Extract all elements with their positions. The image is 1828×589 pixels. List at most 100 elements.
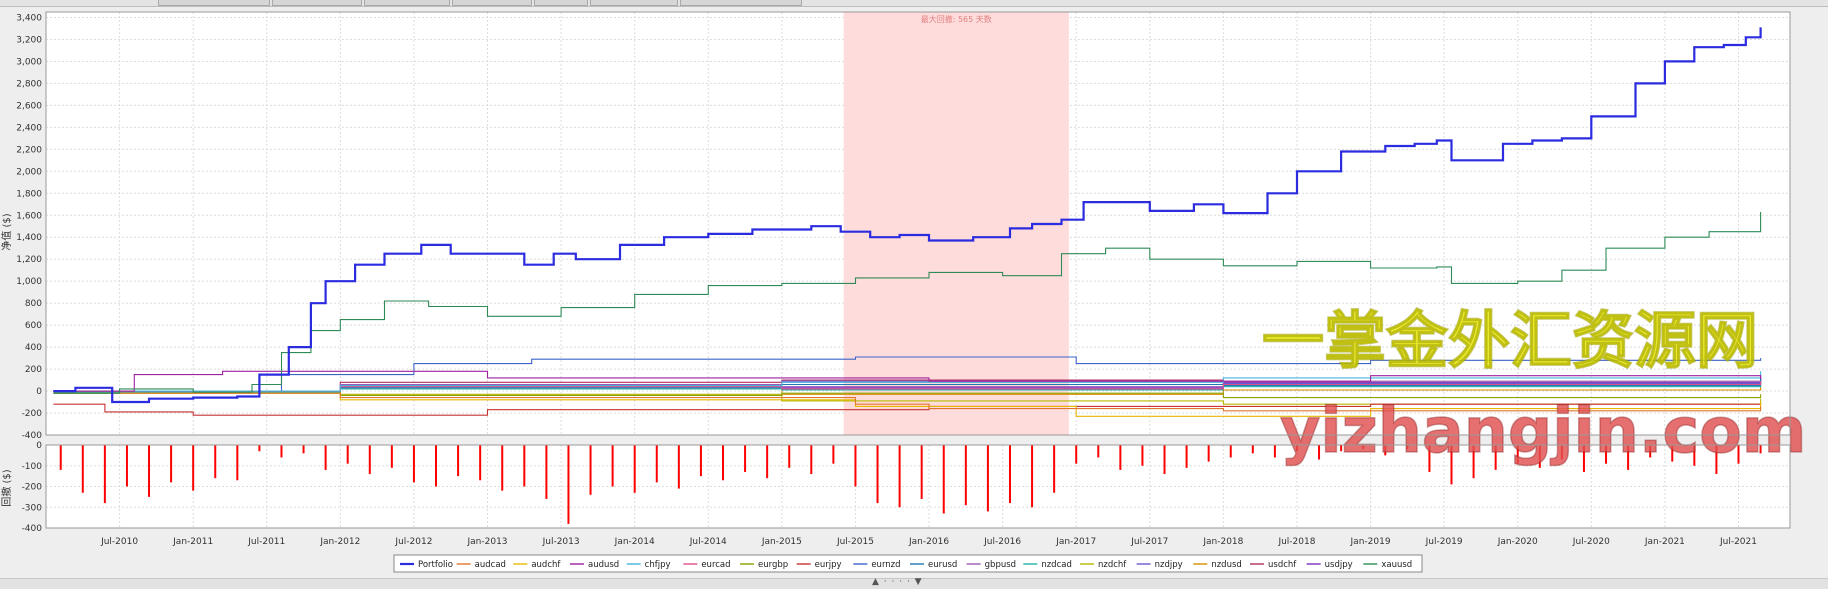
x-tick-label: Jan-2012 <box>319 537 360 547</box>
y-tick-label: 1,400 <box>16 233 42 243</box>
x-tick-label: Jul-2012 <box>394 537 432 547</box>
watermark-url: yizhangjin.com <box>1280 394 1806 467</box>
watermark-cn: 一掌金外汇资源网 <box>1262 304 1758 377</box>
y-tick-label: 2,400 <box>16 123 42 133</box>
y-tick-label: -200 <box>22 483 43 493</box>
tab-strip <box>0 0 1828 7</box>
legend-item-nzdusd: nzdusd <box>1211 560 1241 570</box>
legend-item-chfjpy: chfjpy <box>645 560 671 570</box>
drawdown-bars <box>59 445 1762 524</box>
x-tick-label: Jan-2016 <box>908 537 949 547</box>
legend-item-eurusd: eurusd <box>928 560 957 570</box>
x-tick-label: Jul-2016 <box>983 537 1021 547</box>
tab[interactable] <box>452 0 532 6</box>
tab[interactable] <box>158 0 270 6</box>
equity-y-axis-label: 净值 ($) <box>0 213 13 250</box>
x-tick-label: Jul-2010 <box>100 537 138 547</box>
legend-item-audchf: audchf <box>531 560 561 570</box>
tab[interactable] <box>590 0 678 6</box>
equity-series <box>53 27 1762 417</box>
x-tick-label: Jul-2020 <box>1572 537 1610 547</box>
y-tick-label: -400 <box>22 431 43 441</box>
y-tick-label: 1,000 <box>16 277 42 287</box>
y-tick-label: -200 <box>22 409 43 419</box>
x-tick-label: Jan-2015 <box>761 537 802 547</box>
panel-splitter[interactable]: ▲ · · · · ▼ <box>0 577 1828 589</box>
y-tick-label: 3,400 <box>16 13 42 23</box>
series-Portfolio <box>53 27 1762 404</box>
x-tick-label: Jan-2011 <box>172 537 213 547</box>
y-tick-label: 600 <box>25 321 42 331</box>
y-tick-label: 2,200 <box>16 145 42 155</box>
series-eurgbp <box>53 390 1762 399</box>
y-tick-label: 400 <box>25 343 42 353</box>
legend-item-eurgbp: eurgbp <box>758 560 788 570</box>
legend-item-nzdcad: nzdcad <box>1041 560 1072 570</box>
drawdown-y-ticks: -400 -300 -200 -100 0 <box>22 441 43 534</box>
y-tick-label: 1,600 <box>16 211 42 221</box>
legend-item-eurjpy: eurjpy <box>815 560 842 570</box>
y-tick-label: 3,000 <box>16 57 42 67</box>
legend-item-nzdchf: nzdchf <box>1098 560 1127 570</box>
x-tick-label: Jul-2021 <box>1719 537 1757 547</box>
x-tick-label: Jan-2014 <box>614 537 655 547</box>
x-ticks: Jul-2010 Jan-2011 Jul-2011 Jan-2012 Jul-2012… <box>100 537 1757 547</box>
tab[interactable] <box>272 0 362 6</box>
tab[interactable] <box>534 0 588 6</box>
y-tick-label: 1,800 <box>16 189 42 199</box>
y-tick-label: 1,200 <box>16 255 42 265</box>
tab[interactable] <box>364 0 450 6</box>
y-tick-label: 3,200 <box>16 35 42 45</box>
legend-item-eurnzd: eurnzd <box>871 560 900 570</box>
series-eurjpy <box>53 403 1762 416</box>
x-tick-label: Jul-2015 <box>836 537 874 547</box>
x-tick-label: Jul-2013 <box>542 537 580 547</box>
drawdown-shade-label: 最大回撤: 565 天数 <box>921 14 992 24</box>
legend-item-usdjpy: usdjpy <box>1325 560 1353 570</box>
splitter-grip[interactable]: ▲ · · · · ▼ <box>872 577 923 587</box>
y-tick-label: 0 <box>36 387 42 397</box>
y-tick-label: 2,000 <box>16 167 42 177</box>
drawdown-frame <box>45 444 1791 529</box>
x-tick-label: Jul-2011 <box>247 537 285 547</box>
series-audusd <box>53 370 1762 392</box>
y-tick-label: 800 <box>25 299 42 309</box>
legend-item-Portfolio: Portfolio <box>418 560 453 570</box>
x-tick-label: Jul-2017 <box>1130 537 1168 547</box>
x-tick-label: Jan-2020 <box>1497 537 1538 547</box>
y-tick-label: -400 <box>22 524 43 534</box>
watermark: 一掌金外汇资源网 yizhangjin.com <box>1261 303 1807 468</box>
legend-item-audcad: audcad <box>475 560 506 570</box>
legend-box <box>393 554 1423 573</box>
y-tick-label: 2,600 <box>16 101 42 111</box>
legend-item-usdchf: usdchf <box>1268 560 1297 570</box>
equity-frame <box>45 11 1791 436</box>
drawdown-y-axis-label: 回撤 ($) <box>0 469 13 506</box>
legend-item-xauusd: xauusd <box>1381 560 1412 570</box>
series-eurnzd <box>53 356 1762 392</box>
x-tick-label: Jul-2018 <box>1277 537 1315 547</box>
y-tick-label: -100 <box>22 462 43 472</box>
axes <box>45 11 1791 529</box>
tab[interactable] <box>680 0 802 6</box>
y-tick-label: 0 <box>36 441 42 451</box>
series-chfjpy <box>53 371 1762 392</box>
legend-item-eurcad: eurcad <box>701 560 730 570</box>
legend: Portfolio audcad audchf audusd chfjpy eurcad e… <box>393 554 1423 573</box>
legend-item-gbpusd: gbpusd <box>985 560 1016 570</box>
x-tick-label: Jul-2014 <box>689 537 727 547</box>
x-tick-label: Jul-2019 <box>1425 537 1463 547</box>
y-tick-label: -300 <box>22 503 43 513</box>
x-tick-label: Jan-2021 <box>1644 537 1685 547</box>
y-tick-label: 200 <box>25 365 42 375</box>
legend-item-nzdjpy: nzdjpy <box>1155 560 1183 570</box>
x-tick-label: Jan-2018 <box>1202 537 1243 547</box>
y-tick-label: 2,800 <box>16 79 42 89</box>
x-tick-label: Jan-2013 <box>467 537 508 547</box>
series-audcad <box>53 392 1762 412</box>
x-tick-label: Jan-2019 <box>1350 537 1391 547</box>
x-tick-label: Jan-2017 <box>1055 537 1096 547</box>
legend-item-audusd: audusd <box>588 560 619 570</box>
equity-y-ticks: -400 -200 0 200 400 600 800 1,000 1,200 1,400 1,60… <box>16 13 42 441</box>
